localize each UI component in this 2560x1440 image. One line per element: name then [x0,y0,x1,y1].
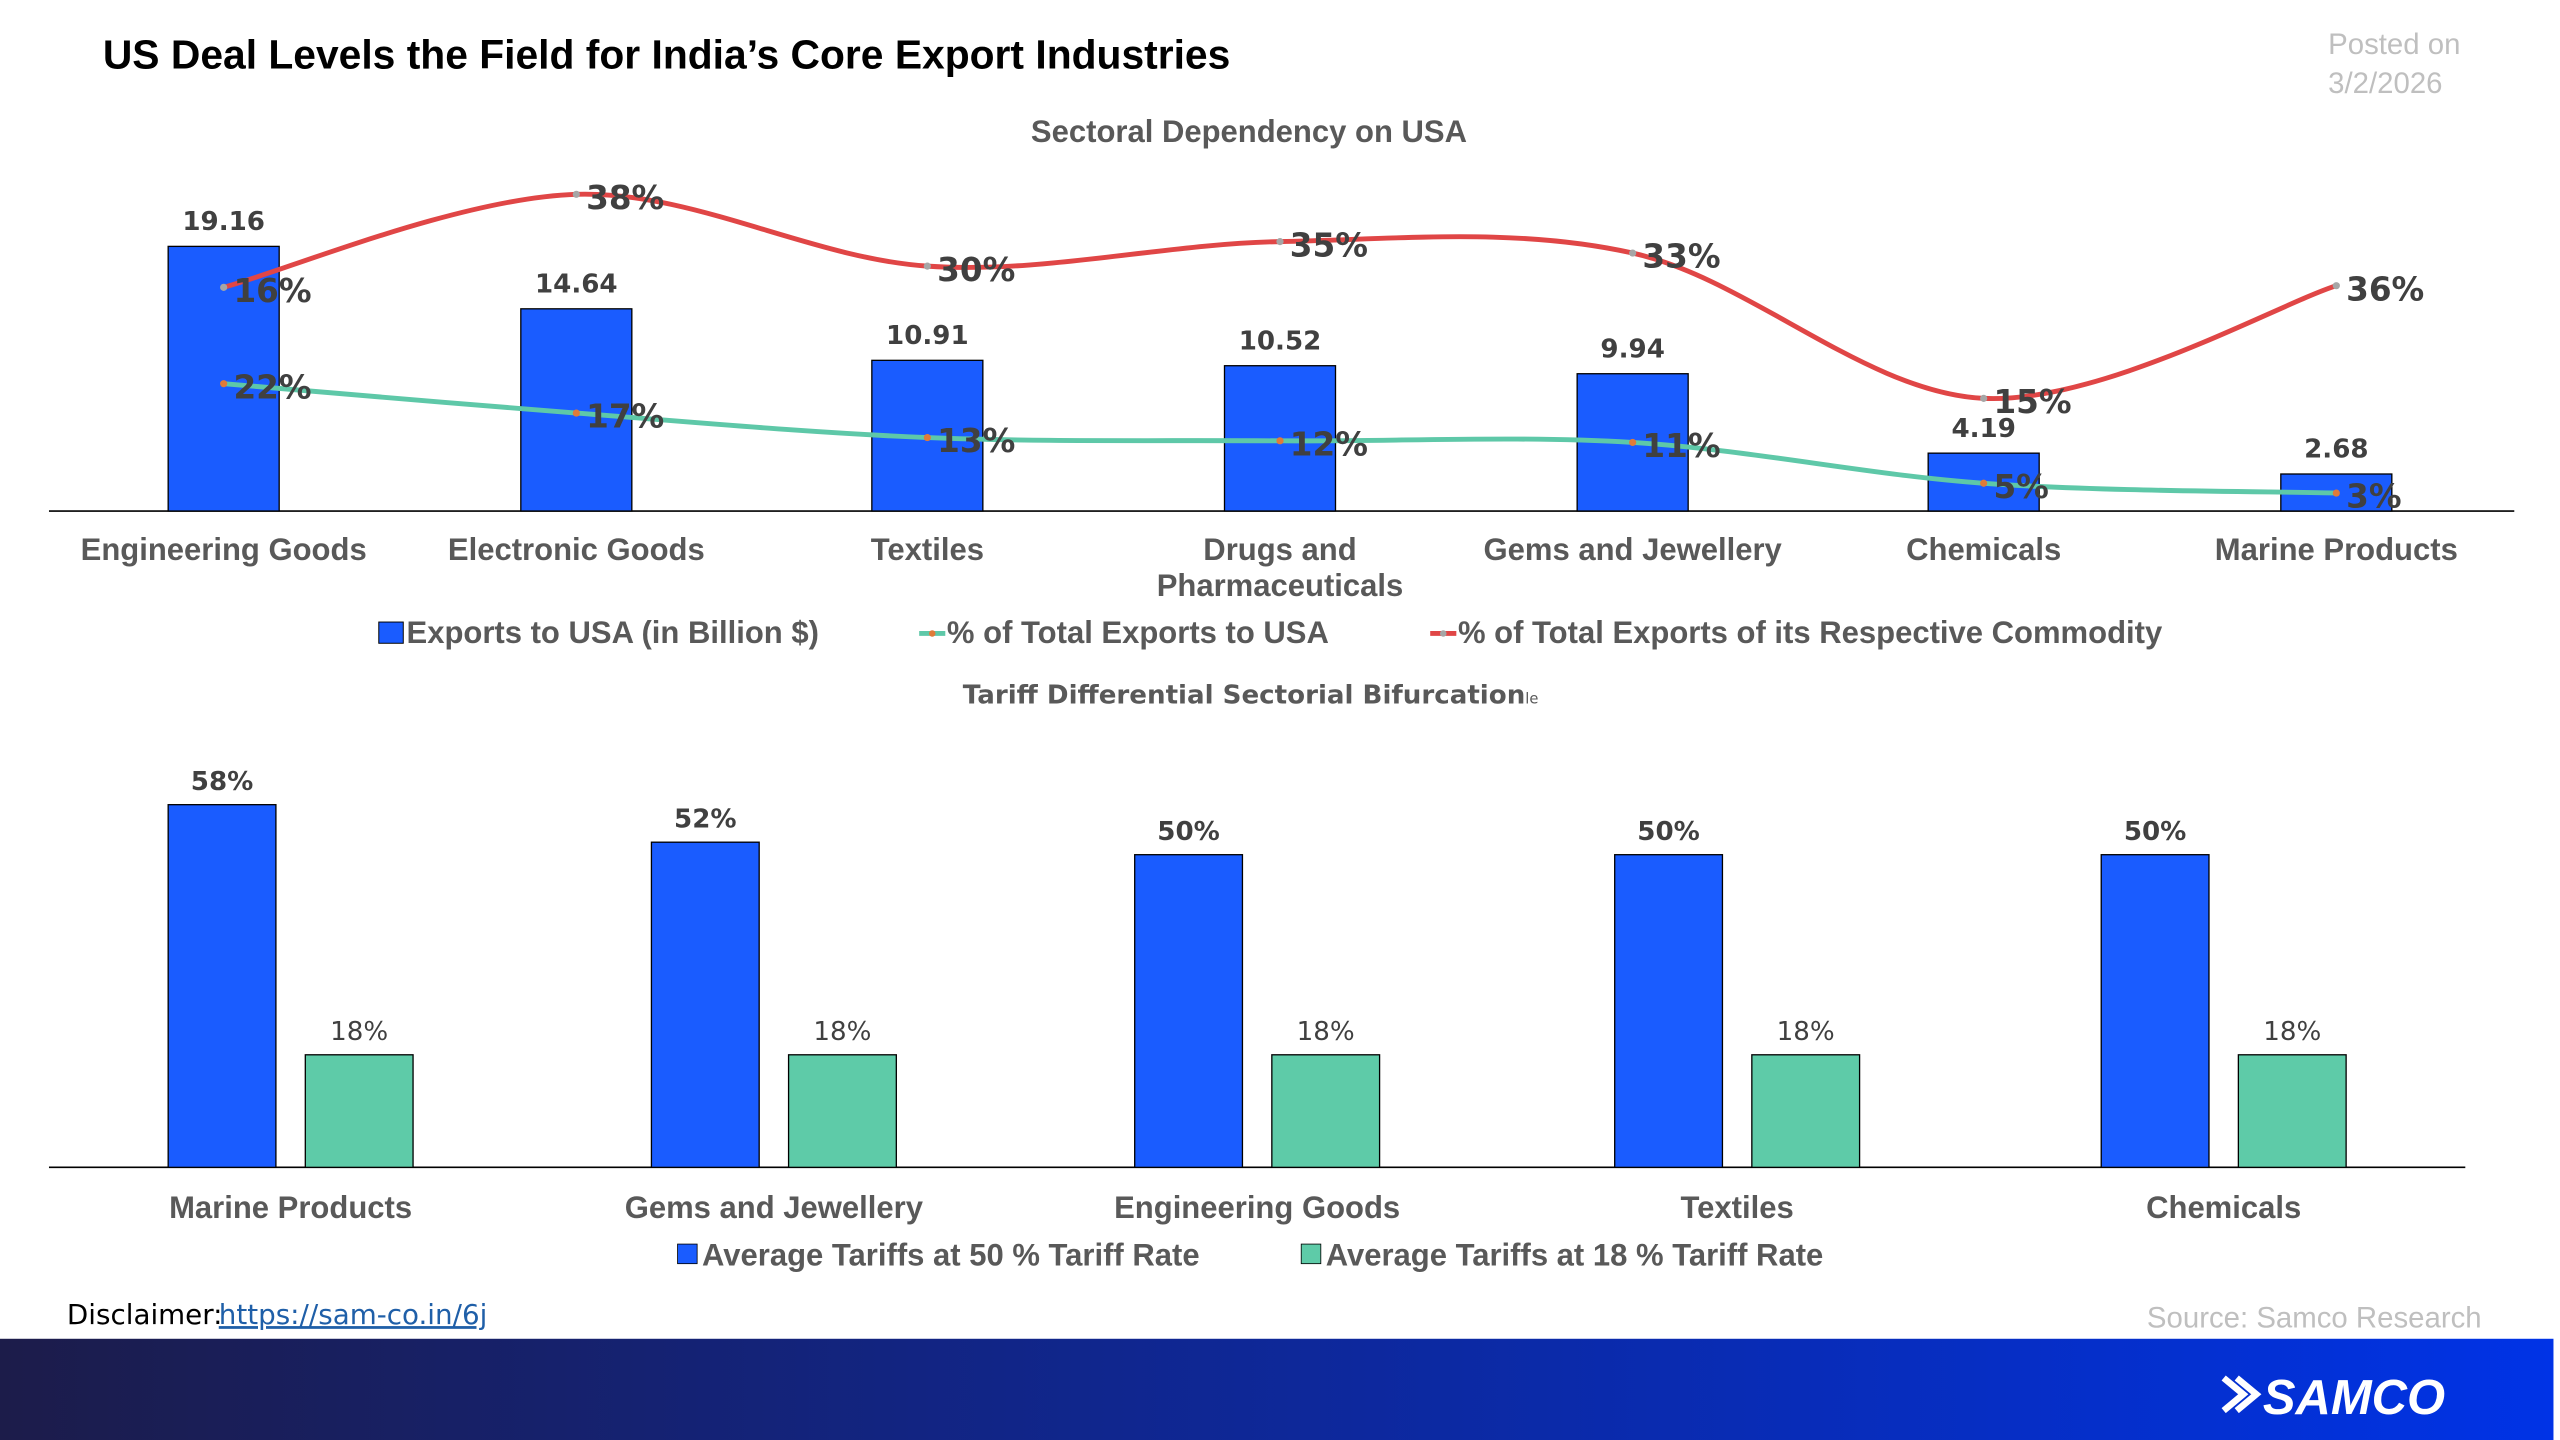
tariff-bar-label: 52% [674,804,737,834]
line-value-label: 3% [2346,478,2401,516]
page-title: US Deal Levels the Field for India’s Cor… [103,32,1230,78]
tariff-50-bar [650,841,760,1169]
line-marker [1276,238,1284,246]
tariff-50-bar [2100,854,2210,1168]
chart2-category-label: Marine Products [169,1190,412,1225]
samco-logo-icon [2221,1375,2262,1414]
tariff-50-bar [167,804,277,1168]
line-value-label: 36% [2346,270,2424,308]
tariff-bar-label: 50% [2124,817,2187,847]
legend-bar-swatch [378,621,404,644]
chart1-category-label: Chemicals [1906,532,2061,567]
line-marker [923,433,931,442]
posted-label: Posted on [2328,28,2460,61]
line-marker [572,190,580,198]
tariff-18-bar [2237,1054,2347,1169]
chart2-legend: Average Tariffs at 50 % Tariff Rate Avera… [677,1237,1824,1272]
chart1-category-label: Drugs and [1203,532,1356,567]
line-marker [220,283,228,291]
tariff-18-bar [304,1054,414,1169]
line-value-label: 16% [233,272,311,310]
tariff-bar-label: 18% [330,1017,388,1047]
line-value-label: 38% [586,179,664,217]
tariff-50-bar [1134,854,1244,1168]
line-marker [572,409,580,417]
line-value-label: 30% [937,251,1015,289]
legend-swatch [1300,1243,1322,1265]
export-bar-label: 19.16 [182,207,265,237]
tariff-18-bar [1751,1054,1861,1169]
line-value-label: 33% [1642,238,1720,276]
line-value-label: 11% [1642,427,1720,465]
chart2-category-label: Chemicals [2146,1190,2301,1225]
export-bar-label: 10.91 [886,321,969,351]
tariff-bar-label: 50% [1157,817,1220,847]
chart1-title: Sectoral Dependency on USA [1031,114,1467,149]
export-bar-label: 10.52 [1239,326,1322,356]
tariff-bar-label: 18% [813,1017,871,1047]
tariff-bar-label: 58% [191,767,254,797]
posted-date: 3/2/2026 [2328,67,2442,100]
line-marker [1980,479,1988,487]
legend-marker [928,630,936,637]
legend-swatch [677,1243,698,1265]
chart2-category-label: Engineering Goods [1114,1190,1400,1225]
tariff-bar-label: 18% [2263,1017,2321,1047]
line-value-label: 35% [1290,226,1368,264]
samco-logo-text: SAMCO [2263,1371,2445,1425]
chart1-category-label: Pharmaceuticals [1157,568,1404,603]
legend-marker [1440,630,1447,637]
chart1-category-label: Textiles [871,532,984,567]
line-marker [1980,394,1988,402]
line-value-label: 15% [1993,383,2071,421]
chart1-category-label: Electronic Goods [448,532,705,567]
tariff-bar-label: 50% [1637,817,1700,847]
legend-label: Average Tariffs at 50 % Tariff Rate [702,1237,1200,1272]
legend-label: % of Total Exports to USA [947,615,1329,650]
disclaimer-link[interactable]: https://sam-co.in/6j [219,1298,488,1331]
line-marker [923,262,931,270]
samco-logo: SAMCO [2221,1371,2445,1425]
line-marker [1629,249,1637,257]
footer-band [0,1338,2554,1440]
legend-label: Average Tariffs at 18 % Tariff Rate [1326,1237,1824,1272]
chart2-title-text: Tariff Differential Sectorial Bifurcatio… [963,681,1526,711]
export-bar-label: 2.68 [2304,435,2368,465]
export-bar-label: 9.94 [1600,334,1664,364]
chart1-legend: Exports to USA (in Billion $) % of Total … [378,615,2163,650]
chart2-title: Tariff Differential Sectorial Bifurcatio… [963,681,1539,711]
line-value-label: 17% [586,398,664,436]
chart1-category-label: Gems and Jewellery [1484,532,1783,567]
tariff-18-bar [787,1054,897,1169]
chart2: 58% 52% 50% 50% 50% 18% 18% 18% 18% 18% Marine Pro… [48,767,2466,1272]
export-bar-label: 14.64 [535,269,618,299]
line-value-label: 13% [937,422,1015,460]
chart2-title-suffix: le [1525,691,1538,708]
line-marker [1276,437,1284,445]
export-bar-label: 4.19 [1951,414,2015,444]
source-note: Source: Samco Research [2147,1301,2482,1334]
tariff-18-bar [1271,1054,1381,1169]
legend-label: Exports to USA (in Billion $) [407,615,819,650]
chart2-category-label: Gems and Jewellery [625,1190,924,1225]
line-value-label: 5% [1993,468,2048,506]
line-value-label: 22% [233,368,311,406]
chart1: 19.16 14.64 10.91 10.52 9.94 4.19 2.68 Engineer… [48,179,2515,650]
line-marker [220,380,228,388]
tariff-bar-label: 18% [1297,1017,1355,1047]
chart1-category-label: Marine Products [2215,532,2458,567]
legend-label: % of Total Exports of its Respective Com… [1458,615,2163,650]
line-marker [2332,489,2340,497]
line-marker [2332,282,2340,290]
disclaimer-label: Disclaimer: [67,1298,223,1331]
line-marker [1629,438,1637,447]
chart1-category-label: Engineering Goods [81,532,367,567]
chart2-category-label: Textiles [1681,1190,1794,1225]
tariff-50-bar [1614,854,1724,1168]
line-value-label: 12% [1290,426,1368,464]
tariff-bar-label: 18% [1777,1017,1835,1047]
